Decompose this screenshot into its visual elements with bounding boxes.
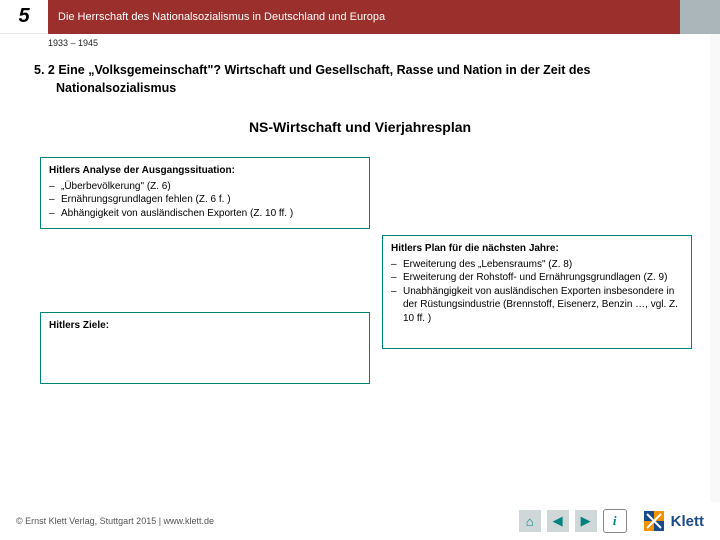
box-plan: Hitlers Plan für die nächsten Jahre: Erw…	[382, 235, 692, 349]
section-title-line2: Nationalsozialismus	[34, 80, 698, 98]
box-goals-title: Hitlers Ziele:	[49, 319, 361, 333]
header-title-bar: Die Herrschaft des Nationalsozialismus i…	[48, 0, 720, 34]
box-plan-list: Erweiterung des „Lebensraums" (Z. 8) Erw…	[391, 258, 683, 326]
next-icon: ▶	[581, 513, 591, 529]
home-icon: ⌂	[526, 514, 534, 529]
content-boxes: Hitlers Analyse der Ausgangssituation: „…	[22, 157, 698, 437]
side-shade	[710, 34, 720, 502]
footer-copyright: © Ernst Klett Verlag, Stuttgart 2015 | w…	[16, 516, 519, 526]
box-analysis: Hitlers Analyse der Ausgangssituation: „…	[40, 157, 370, 229]
list-item: Erweiterung des „Lebensraums" (Z. 8)	[391, 258, 683, 272]
info-button[interactable]: i	[603, 509, 627, 533]
list-item: Erweiterung der Rohstoff- und Ernährungs…	[391, 271, 683, 285]
box-plan-title: Hitlers Plan für die nächsten Jahre:	[391, 242, 683, 256]
slide-content: 5. 2 Eine „Volksgemeinschaft"? Wirtschaf…	[0, 48, 720, 437]
slide-footer: © Ernst Klett Verlag, Stuttgart 2015 | w…	[0, 502, 720, 540]
box-goals: Hitlers Ziele:	[40, 312, 370, 384]
list-item: „Überbevölkerung" (Z. 6)	[49, 180, 361, 194]
prev-button[interactable]: ◀	[547, 510, 569, 532]
box-analysis-list: „Überbevölkerung" (Z. 6) Ernährungsgrund…	[49, 180, 361, 221]
prev-icon: ◀	[553, 513, 563, 529]
nav-controls: ⌂ ◀ ▶ i	[519, 509, 627, 533]
box-analysis-title: Hitlers Analyse der Ausgangssituation:	[49, 164, 361, 178]
logo-mark-icon	[641, 508, 667, 534]
slide-header: 5 Die Herrschaft des Nationalsozialismus…	[0, 0, 720, 34]
section-title-line1: 5. 2 Eine „Volksgemeinschaft"? Wirtschaf…	[34, 63, 590, 77]
publisher-logo: Klett	[641, 508, 704, 534]
list-item: Unabhängigkeit von ausländischen Exporte…	[391, 285, 683, 326]
logo-text: Klett	[671, 513, 704, 530]
info-icon: i	[613, 513, 617, 529]
sub-heading: NS-Wirtschaft und Vierjahresplan	[22, 119, 698, 135]
list-item: Abhängigkeit von ausländischen Exporten …	[49, 207, 361, 221]
next-button[interactable]: ▶	[575, 510, 597, 532]
section-title: 5. 2 Eine „Volksgemeinschaft"? Wirtschaf…	[22, 62, 698, 97]
header-title: Die Herrschaft des Nationalsozialismus i…	[58, 11, 385, 23]
date-range: 1933 – 1945	[0, 38, 720, 48]
home-button[interactable]: ⌂	[519, 510, 541, 532]
list-item: Ernährungsgrundlagen fehlen (Z. 6 f. )	[49, 193, 361, 207]
chapter-number: 5	[0, 0, 48, 34]
